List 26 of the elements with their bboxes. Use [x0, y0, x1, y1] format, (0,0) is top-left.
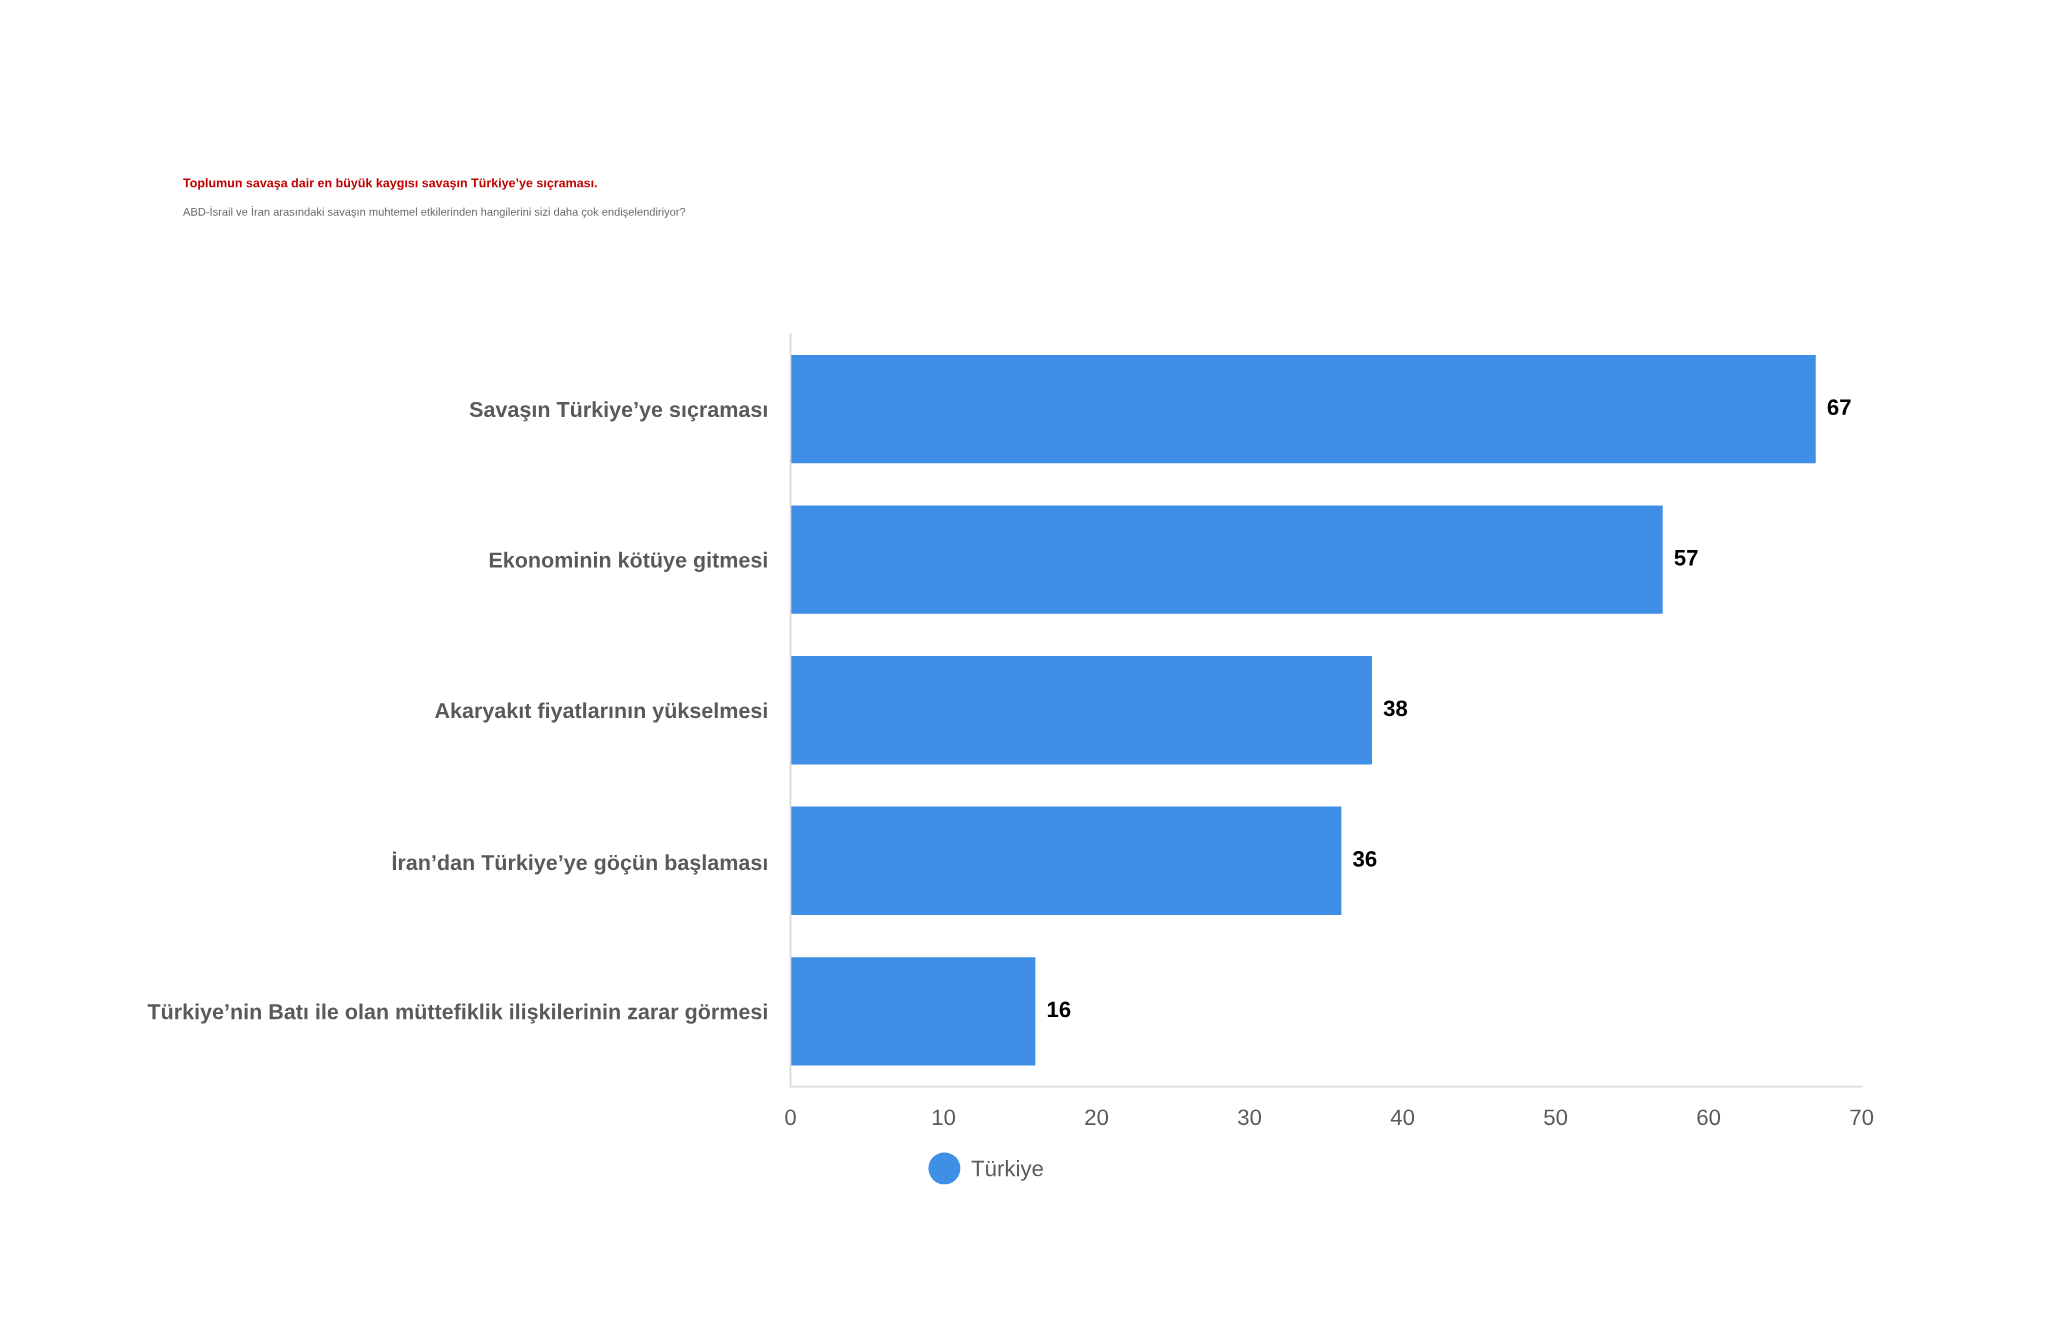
data-label: 16	[1047, 1001, 1071, 1018]
x-tick-label: 20	[1085, 1109, 1109, 1126]
text: Toplumun savaşa dair en büyük kaygısı savaşın Türkiye’ye sıçraması.	[183, 178, 597, 190]
bar	[790, 656, 1372, 765]
data-label: 67	[1827, 399, 1851, 416]
y-tick-label: Türkiye’nin Batı ile olan müttefiklik ilişkilerinin zarar görmesi	[147, 1003, 767, 1024]
legend-label: Türkiye	[971, 1160, 1043, 1181]
y-tick-label: Akaryakıt fiyatlarının yükselmesi	[435, 702, 767, 723]
bar	[790, 806, 1342, 915]
data-label: 38	[1383, 700, 1408, 717]
bar	[790, 957, 1036, 1066]
bar	[790, 354, 1816, 464]
x-tick-label: 30	[1238, 1109, 1262, 1126]
data-label: 57	[1674, 550, 1698, 566]
x-tick-label: 0	[785, 1109, 796, 1126]
y-tick-label: İran’dan Türkiye’ye göçün başlaması	[392, 851, 767, 875]
y-tick-label: Savaşın Türkiye’ye sıçraması	[469, 401, 767, 422]
x-tick-label: 60	[1697, 1109, 1721, 1126]
x-tick-label: 50	[1544, 1109, 1568, 1126]
x-tick-label: 10	[932, 1109, 956, 1126]
y-tick-label: Ekonominin kötüye gitmesi	[489, 551, 767, 573]
x-tick-label: 70	[1850, 1109, 1874, 1126]
text: ABD-İsrail ve İran arasındaki savaşın muhtemel etkilerinden hangilerini sizi daha çok endişelendiriyor?	[183, 206, 686, 218]
data-label: 36	[1353, 851, 1377, 867]
bar	[790, 505, 1663, 614]
x-tick-label: 40	[1390, 1109, 1415, 1126]
